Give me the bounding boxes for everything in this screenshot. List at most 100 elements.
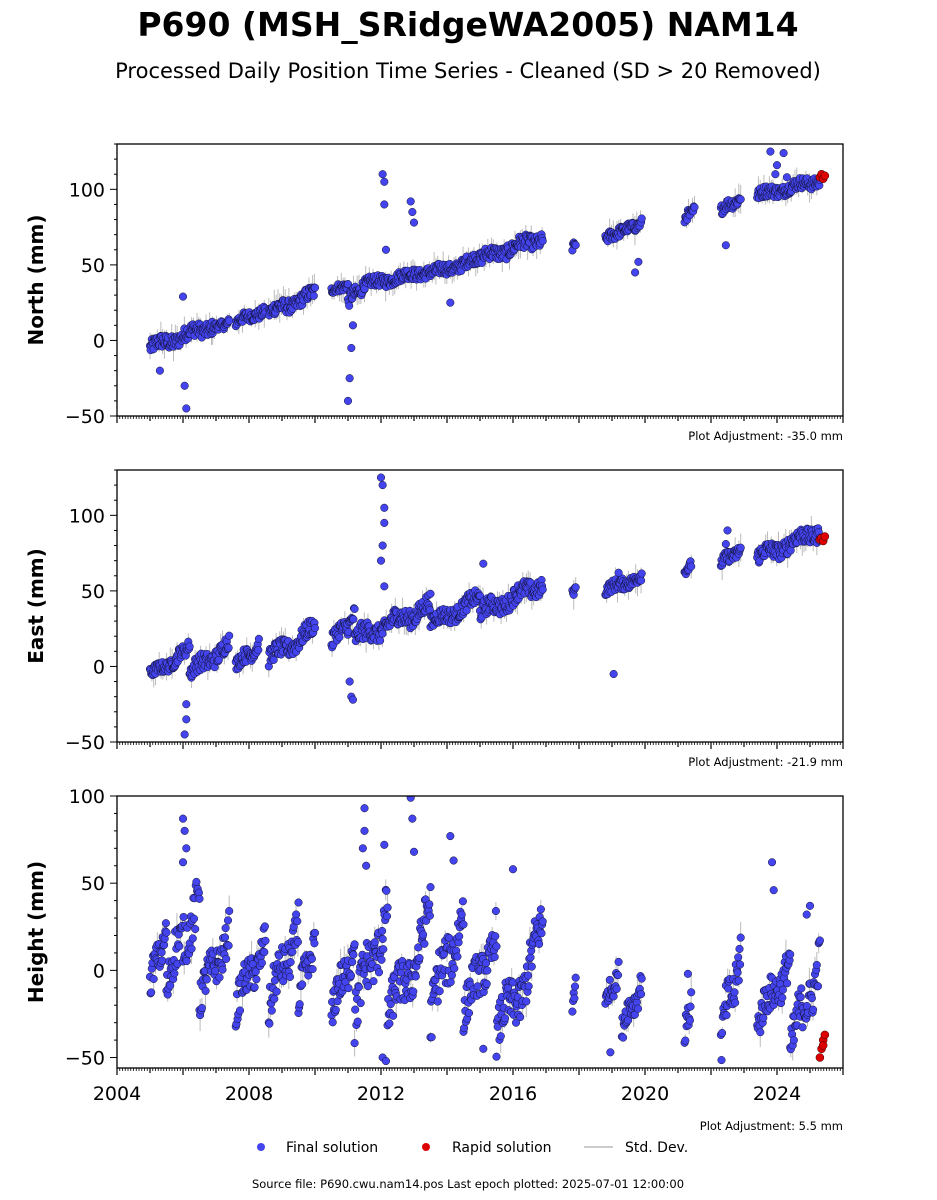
final-point: [681, 1036, 690, 1045]
outlier-point: [408, 207, 417, 217]
final-point: [192, 877, 201, 886]
final-point: [516, 1013, 525, 1022]
final-point: [378, 926, 387, 936]
final-point: [633, 1004, 643, 1013]
final-point: [356, 999, 365, 1008]
final-point: [570, 994, 579, 1003]
final-point: [389, 1011, 398, 1020]
outlier-point: [614, 568, 623, 577]
final-point: [736, 960, 745, 969]
final-point: [482, 979, 491, 988]
rapid-solution-points: [815, 1030, 830, 1062]
outlier-point: [805, 901, 815, 910]
final-point: [722, 1011, 731, 1020]
final-point: [492, 1052, 501, 1061]
final-point: [458, 897, 467, 906]
final-point: [350, 1039, 359, 1048]
outlier-point: [378, 541, 387, 550]
final-point: [201, 986, 210, 995]
final-point: [383, 903, 392, 912]
final-point: [170, 969, 179, 978]
final-point: [222, 954, 231, 963]
outlier-point: [606, 1048, 615, 1057]
final-point: [157, 948, 166, 957]
final-point: [778, 985, 787, 994]
y-tick-label: 0: [93, 330, 105, 352]
y-ticks: [110, 143, 117, 417]
final-point: [797, 984, 806, 993]
outlier-point: [771, 170, 780, 179]
final-point: [736, 195, 745, 204]
rapid-point: [820, 1030, 830, 1040]
final-point: [464, 1008, 474, 1018]
x-ticks: [116, 1068, 844, 1075]
outlier-point: [768, 858, 777, 867]
y-tick-label: 0: [93, 960, 105, 982]
axes-frame: [116, 143, 844, 417]
final-point: [535, 939, 544, 949]
final-point: [453, 952, 462, 961]
final-point: [162, 928, 171, 937]
final-point: [447, 971, 456, 980]
final-point: [310, 624, 320, 633]
y-axis-label: Height (mm): [24, 861, 48, 1003]
final-point: [813, 982, 823, 991]
final-point: [370, 938, 379, 947]
east-panel: −50 0 50 100 East (mm) Plot Adjustment: -21.9…: [24, 469, 844, 769]
y-tick-label: −50: [65, 732, 105, 754]
outlier-point: [380, 518, 389, 527]
outlier-point: [180, 381, 189, 390]
y-tick-label: 100: [69, 179, 105, 201]
outlier-point: [182, 700, 191, 709]
outlier-point: [479, 1044, 488, 1053]
final-point: [215, 973, 224, 982]
final-point: [197, 1003, 206, 1013]
rapid-point: [820, 171, 830, 180]
y-tick-label: −50: [65, 406, 105, 428]
final-point: [571, 241, 580, 250]
final-point: [252, 975, 261, 984]
chart-subtitle: Processed Daily Position Time Series - C…: [115, 59, 821, 83]
final-point: [609, 992, 618, 1001]
outlier-point: [779, 149, 788, 158]
final-point: [288, 947, 297, 956]
final-point: [382, 912, 392, 921]
outlier-point: [409, 218, 419, 227]
final-point: [179, 912, 188, 922]
x-tick-label: 2008: [225, 1083, 273, 1105]
final-point: [637, 576, 646, 585]
outlier-point: [362, 861, 371, 870]
final-point: [376, 636, 385, 645]
final-point: [492, 942, 501, 951]
final-point: [254, 645, 263, 655]
final-point: [351, 1005, 360, 1014]
final-point: [377, 955, 386, 964]
final-point: [496, 1032, 505, 1041]
final-point: [734, 976, 743, 985]
final-point: [524, 982, 533, 991]
final-point: [815, 936, 824, 945]
final-point: [202, 975, 211, 984]
final-point: [420, 939, 429, 948]
final-point: [309, 291, 318, 300]
outlier-point: [802, 910, 811, 919]
outlier-point: [378, 481, 387, 490]
legend-final-marker: [257, 1143, 265, 1151]
outlier-point: [360, 826, 369, 835]
final-point: [537, 929, 546, 938]
final-point: [286, 958, 295, 967]
final-point: [425, 900, 434, 909]
final-point: [637, 569, 646, 578]
final-point: [218, 965, 227, 974]
final-point: [189, 914, 199, 923]
final-point: [335, 633, 344, 642]
final-point: [409, 987, 418, 996]
final-point: [446, 978, 455, 987]
outlier-point: [721, 539, 730, 549]
outlier-point: [381, 1056, 391, 1066]
final-point: [149, 974, 158, 984]
y-tick-label: 0: [93, 656, 105, 678]
final-point: [686, 1002, 695, 1011]
outlier-point: [358, 844, 367, 853]
final-point: [718, 1028, 727, 1038]
